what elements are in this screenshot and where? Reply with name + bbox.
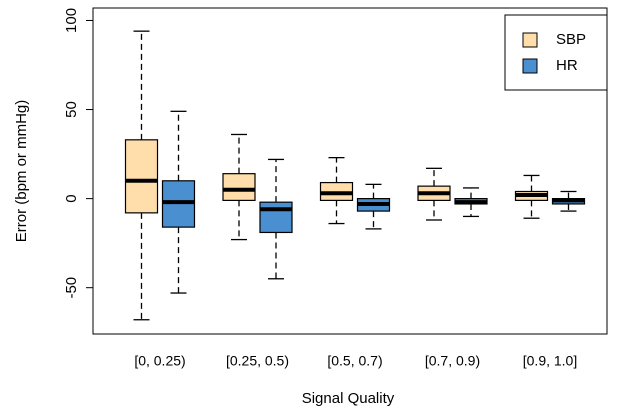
legend-swatch (522, 58, 538, 74)
x-tick-label: [0, 0.25) (134, 353, 185, 369)
y-tick-label: 50 (63, 101, 80, 118)
x-tick-label: [0.9, 1.0] (523, 353, 577, 369)
x-axis-title: Signal Quality (302, 390, 395, 407)
box (222, 173, 256, 201)
legend-swatch (522, 32, 538, 48)
y-axis-title: Error (bpm or mmHg) (13, 100, 30, 243)
y-tick-label: -50 (63, 277, 80, 299)
y-tick-label: 100 (63, 8, 80, 33)
x-tick-label: [0.25, 0.5) (226, 353, 289, 369)
y-tick-label: 0 (63, 194, 80, 202)
legend-label: HR (556, 57, 578, 74)
x-tick-label: [0.5, 0.7) (327, 353, 382, 369)
box (124, 139, 159, 214)
x-tick-label: [0.7, 0.9) (425, 353, 480, 369)
box (259, 201, 293, 234)
legend-label: SBP (556, 31, 586, 48)
legend-box (504, 14, 608, 91)
